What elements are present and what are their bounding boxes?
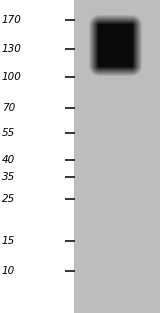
Text: 100: 100 [2, 72, 21, 82]
Text: 15: 15 [2, 236, 15, 246]
Text: 70: 70 [2, 103, 15, 113]
Bar [75, 0, 160, 313]
Text: 35: 35 [2, 172, 15, 182]
Text: 55: 55 [2, 128, 15, 138]
Bar [0, 0, 75, 313]
Text: 130: 130 [2, 44, 21, 54]
Text: 10: 10 [2, 266, 15, 276]
Text: 40: 40 [2, 155, 15, 165]
Text: 25: 25 [2, 194, 15, 204]
Text: 170: 170 [2, 15, 21, 25]
